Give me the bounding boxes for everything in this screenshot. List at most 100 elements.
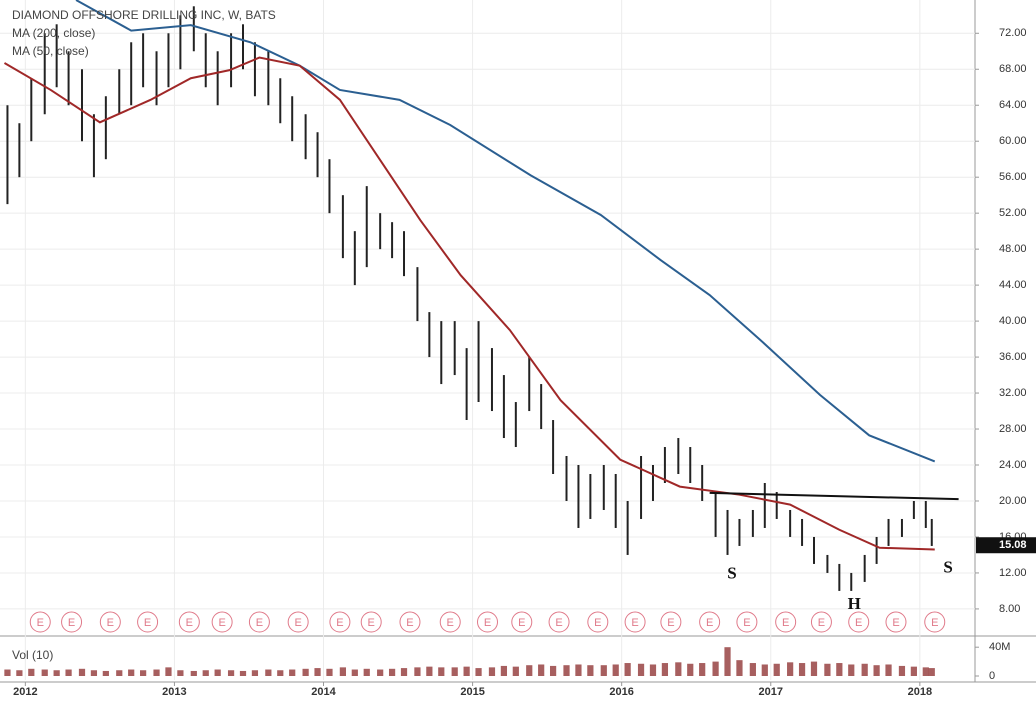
- volume-bar: [712, 661, 719, 676]
- volume-bar: [661, 663, 669, 676]
- volume-bar: [810, 661, 818, 676]
- y-tick-label: 28.00: [999, 423, 1027, 435]
- volume-bar: [239, 670, 247, 676]
- earnings-label: E: [406, 617, 413, 629]
- volume-bar: [90, 670, 98, 676]
- volume-bar: [612, 664, 619, 676]
- earnings-label: E: [107, 617, 114, 629]
- volume-bar: [438, 667, 445, 676]
- volume-bar: [128, 669, 135, 676]
- volume-bar: [65, 669, 72, 676]
- earnings-label: E: [336, 617, 343, 629]
- volume-bar: [388, 668, 396, 676]
- y-tick-label: 40.00: [999, 315, 1027, 327]
- volume-bar: [4, 669, 11, 676]
- volume-bar: [824, 663, 831, 676]
- volume-bar: [898, 665, 906, 676]
- volume-tick-label: 40M: [989, 641, 1010, 653]
- volume-bar: [475, 668, 482, 676]
- y-tick-label: 48.00: [999, 243, 1027, 255]
- moving-average: [75, 0, 936, 463]
- volume-bar: [78, 668, 86, 676]
- earnings-label: E: [518, 617, 525, 629]
- earnings-label: E: [743, 617, 750, 629]
- earnings-label: E: [555, 617, 562, 629]
- earnings-marker: [548, 611, 570, 633]
- earnings-marker: [329, 611, 351, 633]
- volume-bar: [463, 666, 470, 676]
- earnings-label: E: [447, 617, 454, 629]
- volume-bar: [563, 665, 570, 676]
- y-tick-label: 64.00: [999, 99, 1027, 111]
- volume-bar: [526, 665, 533, 676]
- volume-bar: [637, 663, 645, 676]
- volume-bar: [202, 670, 209, 676]
- earnings-marker: [775, 611, 797, 633]
- x-tick-label: 2018: [908, 686, 932, 698]
- earnings-label: E: [706, 617, 713, 629]
- x-tick-label: 2017: [759, 686, 783, 698]
- volume-bar: [600, 665, 607, 676]
- x-tick-label: 2012: [13, 686, 37, 698]
- volume-bar: [190, 670, 197, 676]
- y-tick-label: 60.00: [999, 135, 1027, 147]
- moving-average: [3, 56, 935, 551]
- volume-tick-label: 0: [989, 670, 995, 682]
- earnings-marker: [99, 611, 121, 633]
- x-tick-label: 2016: [609, 686, 633, 698]
- volume-bar: [928, 668, 935, 676]
- last-price-label: 15.08: [999, 539, 1027, 551]
- y-tick-label: 52.00: [999, 207, 1027, 219]
- earnings-label: E: [892, 617, 899, 629]
- volume-bar: [512, 666, 519, 676]
- annotation: S: [943, 557, 952, 576]
- volume-bar: [28, 668, 35, 676]
- volume-bar: [724, 647, 731, 676]
- annotation: S: [727, 564, 736, 583]
- earnings-marker: [848, 611, 870, 633]
- y-tick-label: 20.00: [999, 495, 1027, 507]
- earnings-marker: [360, 611, 382, 633]
- volume-bar: [102, 670, 109, 676]
- earnings-marker: [699, 611, 721, 633]
- earnings-marker: [810, 611, 832, 633]
- volume-bar: [910, 666, 917, 676]
- volume-bar: [214, 669, 221, 676]
- earnings-marker: [61, 611, 83, 633]
- volume-bar: [165, 667, 172, 676]
- volume-bar: [848, 664, 855, 676]
- earnings-label: E: [818, 617, 825, 629]
- volume-bar: [339, 667, 346, 676]
- y-tick-label: 32.00: [999, 387, 1027, 399]
- volume-bar: [451, 667, 458, 676]
- volume-bar: [41, 669, 48, 676]
- volume-bar: [314, 668, 321, 676]
- y-tick-label: 8.00: [999, 603, 1020, 615]
- earnings-marker: [211, 611, 233, 633]
- volume-bar: [761, 664, 768, 676]
- volume-bar: [377, 669, 384, 676]
- volume-label: Vol (10): [12, 648, 53, 662]
- earnings-marker: [399, 611, 421, 633]
- earnings-marker: [736, 611, 758, 633]
- earnings-marker: [660, 611, 682, 633]
- earnings-label: E: [631, 617, 638, 629]
- volume-bar: [687, 663, 694, 676]
- earnings-marker: [477, 611, 498, 633]
- x-tick-label: 2015: [460, 686, 484, 698]
- x-tick-label: 2014: [311, 686, 336, 698]
- y-tick-label: 12.00: [999, 567, 1027, 579]
- volume-bar: [575, 664, 582, 676]
- x-tick-label: 2013: [162, 686, 186, 698]
- volume-bar: [736, 660, 743, 676]
- earnings-label: E: [484, 617, 491, 629]
- earnings-marker: [248, 611, 270, 633]
- volume-bar: [861, 663, 868, 676]
- y-tick-label: 72.00: [999, 27, 1027, 39]
- earnings-label: E: [855, 617, 862, 629]
- volume-bar: [400, 668, 408, 676]
- earnings-marker: [439, 611, 461, 633]
- annotation: H: [848, 594, 861, 613]
- earnings-marker: [587, 611, 609, 633]
